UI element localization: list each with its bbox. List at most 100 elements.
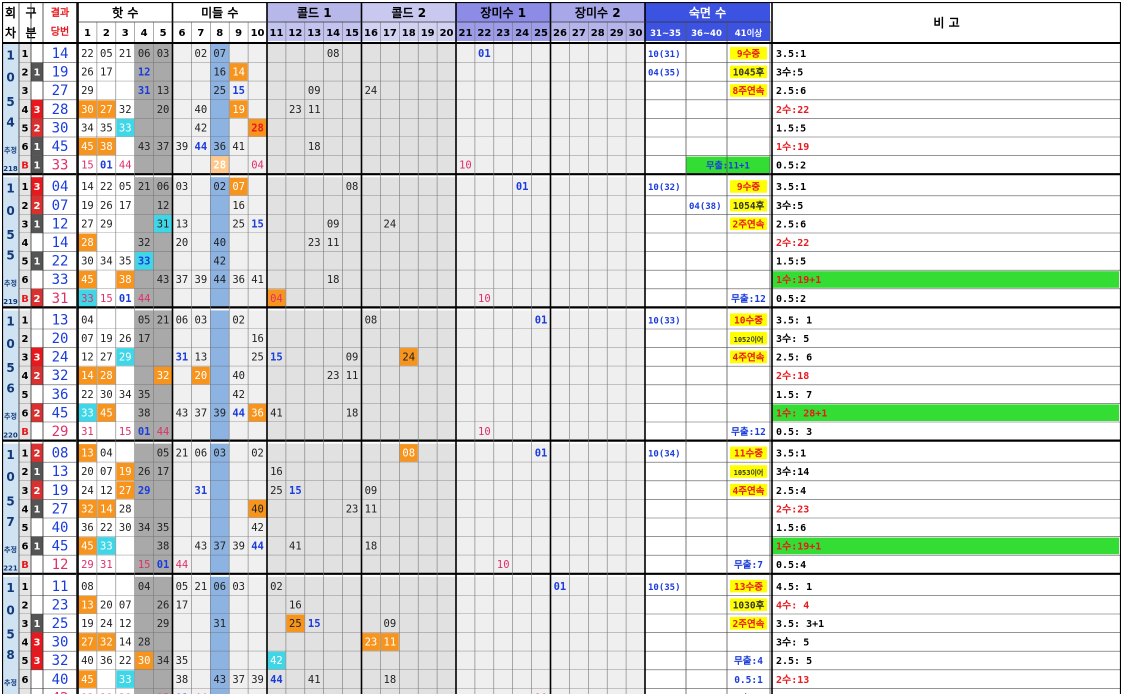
- number-cell-bg: [588, 576, 608, 596]
- number-cell-bg: [437, 81, 456, 100]
- number-cell-bg: [626, 44, 645, 63]
- number-cell-bg: [323, 576, 343, 596]
- number-cell-bg: [607, 384, 627, 404]
- number-cell-bg: [342, 155, 362, 175]
- number-cell-bg: [78, 177, 97, 196]
- number-cell-bg: [96, 310, 116, 329]
- number-cell-bg: [512, 462, 532, 481]
- number-cell-bg: [191, 329, 211, 348]
- highlight-cell: [97, 100, 116, 118]
- number-cell-bg: [361, 595, 381, 614]
- number-cell-bg: [210, 462, 230, 481]
- sleep-highlight: [730, 313, 767, 326]
- number-cell-bg: [323, 669, 343, 689]
- row-result: 13: [52, 312, 69, 328]
- number-cell: 03: [213, 448, 226, 460]
- number-cell-bg: [626, 310, 645, 329]
- number-cell: 20: [195, 370, 208, 382]
- number-cell-bg: [172, 44, 192, 63]
- number-cell: 13: [195, 352, 208, 364]
- row-gu: 5: [22, 523, 29, 534]
- number-cell: 07: [232, 181, 245, 193]
- number-cell: 09: [346, 352, 359, 364]
- number-cell-bg: [418, 310, 438, 329]
- bun-cell: [31, 177, 43, 196]
- row-gu: 1: [22, 449, 29, 460]
- highlight-cell: [78, 444, 97, 462]
- number-cell-bg: [474, 99, 494, 119]
- number-cell-bg: [531, 499, 551, 518]
- number-cell-bg: [418, 688, 438, 694]
- row-bigo: 3수:5: [776, 67, 803, 79]
- number-cell: 31: [100, 559, 113, 571]
- number-cell-bg: [172, 270, 192, 289]
- gu-cell: [19, 462, 31, 481]
- number-cell-bg: [248, 555, 267, 574]
- number-cell: 08: [327, 48, 340, 60]
- number-cell-bg: [96, 155, 116, 175]
- row-bigo: 2.5: 6: [776, 353, 812, 364]
- number-cell-bg: [304, 480, 324, 500]
- number-cell: 29: [119, 352, 132, 364]
- number-cell-bg: [96, 651, 116, 670]
- number-cell-bg: [493, 632, 513, 652]
- number-cell-bg: [96, 233, 116, 252]
- number-cell-bg: [399, 288, 419, 308]
- highlight-cell: [78, 233, 97, 252]
- number-cell-bg: [437, 480, 456, 500]
- number-cell-bg: [569, 99, 589, 119]
- number-cell: 04: [81, 314, 94, 326]
- number-cell-bg: [456, 44, 475, 63]
- number-cell-bg: [437, 651, 456, 670]
- number-cell-bg: [267, 518, 286, 537]
- number-cell-bg: [361, 288, 381, 308]
- number-cell-bg: [380, 595, 400, 614]
- number-cell-bg: [456, 462, 475, 481]
- number-cell-bg: [78, 329, 97, 348]
- number-cell-bg: [493, 177, 513, 196]
- number-cell-bg: [626, 137, 645, 156]
- number-cell-bg: [342, 403, 362, 422]
- col-header-15: 15: [345, 28, 359, 39]
- number-cell-bg: [134, 480, 154, 500]
- number-cell-bg: [607, 347, 627, 367]
- number-cell-bg: [304, 614, 324, 633]
- number-cell: 27: [100, 104, 113, 116]
- row-gu: 4: [22, 504, 29, 515]
- number-cell: 19: [100, 333, 113, 345]
- number-cell-bg: [380, 480, 400, 500]
- number-cell: 36: [81, 522, 94, 534]
- number-cell: 32: [138, 237, 151, 249]
- row-result: 42: [52, 690, 69, 694]
- number-cell-bg: [474, 118, 494, 137]
- number-cell: 31: [119, 692, 132, 694]
- number-cell: 44: [195, 692, 208, 694]
- number-cell-bg: [569, 347, 589, 367]
- gu-cell: [19, 288, 31, 308]
- number-cell-bg: [153, 195, 173, 215]
- number-cell-bg: [267, 576, 286, 596]
- number-cell: 22: [100, 522, 113, 534]
- number-cell: 45: [81, 674, 94, 686]
- sleep-highlight: [730, 332, 767, 345]
- number-cell-bg: [626, 403, 645, 422]
- number-cell-bg: [210, 118, 230, 137]
- gu-cell: [19, 518, 31, 537]
- number-cell-bg: [456, 81, 475, 100]
- number-cell-bg: [626, 233, 645, 252]
- number-cell-bg: [210, 443, 230, 463]
- number-cell-bg: [531, 251, 551, 271]
- number-cell-bg: [512, 347, 532, 367]
- number-cell-bg: [474, 518, 494, 537]
- row-gu: 3: [22, 486, 29, 497]
- number-cell-bg: [399, 651, 419, 670]
- highlight-cell: [78, 537, 97, 555]
- number-cell-bg: [323, 555, 343, 574]
- number-cell-bg: [607, 155, 627, 175]
- row-bigo: 1.5:5: [776, 123, 806, 134]
- number-cell-bg: [78, 688, 97, 694]
- number-cell: 39: [195, 274, 208, 286]
- sleep-41plus: 2주연속: [733, 618, 765, 630]
- highlight-cell: [78, 100, 97, 118]
- number-cell-bg: [172, 251, 192, 271]
